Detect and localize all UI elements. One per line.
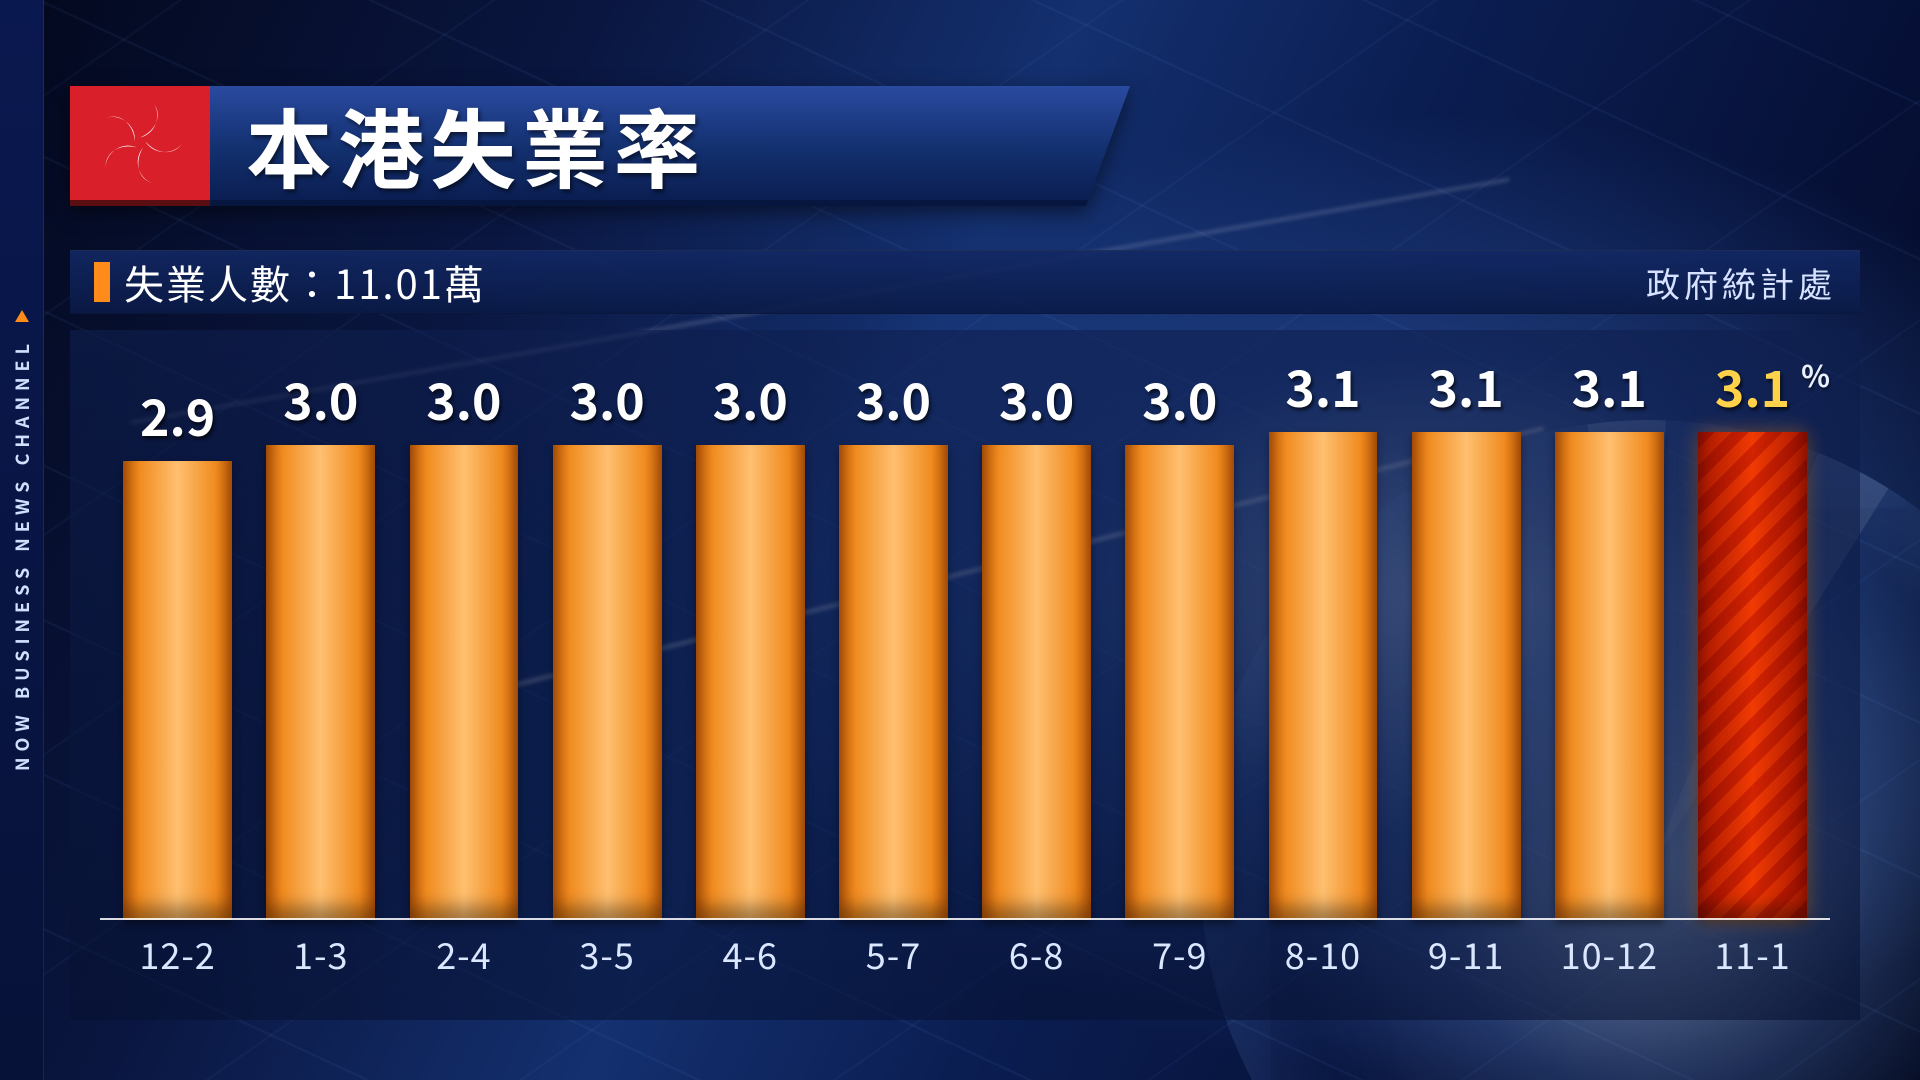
bar [839,445,948,920]
data-source-label: 政府統計處 [1646,258,1836,307]
bar-value-label: 3.1 [1429,350,1504,422]
x-axis-label: 12-2 [106,928,249,980]
channel-strip-label: NOW BUSINESS NEWS CHANNEL [9,338,35,771]
bar-value-label: 3.0 [856,363,931,435]
bar-column: 3.0 [679,350,822,920]
bar-column: 2.9 [106,350,249,920]
bar [266,445,375,920]
bar [1269,432,1378,920]
x-axis-label: 11-1 [1681,928,1824,980]
x-axis-label: 10-12 [1538,928,1681,980]
sub-header: 失業人數：11.01萬 政府統計處 [70,250,1860,314]
x-axis-label: 6-8 [965,928,1108,980]
title-bar: 本港失業率 [70,86,1130,206]
bar-value-label: 3.1 [1285,350,1360,422]
bar-column: 3.1 [1395,350,1538,920]
plot-area: % 2.93.03.03.03.03.03.03.03.13.13.13.1 [100,350,1830,920]
unemployed-count-label: 失業人數： [124,253,334,311]
bar-column: 3.1 [1251,350,1394,920]
x-axis-label: 7-9 [1108,928,1251,980]
x-axis-label: 3-5 [536,928,679,980]
channel-strip: NOW BUSINESS NEWS CHANNEL [0,0,44,1080]
subheader-left: 失業人數：11.01萬 [124,253,486,311]
unemployment-bar-chart: % 2.93.03.03.03.03.03.03.03.13.13.13.1 1… [70,330,1860,1020]
bar-value-label: 3.0 [713,363,788,435]
bar [696,445,805,920]
bar-column: 3.0 [249,350,392,920]
x-axis-label: 5-7 [822,928,965,980]
bar [1555,432,1664,920]
bar-column: 3.1 [1538,350,1681,920]
hk-flag-icon [70,86,210,206]
unemployed-count-value: 11.01萬 [334,253,486,311]
bar [553,445,662,920]
accent-chip [94,262,110,302]
bar [982,445,1091,920]
bar-value-label: 2.9 [140,379,215,451]
bar [1412,432,1521,920]
bar-highlight [1698,432,1807,920]
bar-column: 3.0 [822,350,965,920]
bar-value-label: 3.0 [426,363,501,435]
bars-container: 2.9 3.0 3.0 3.0 3.0 3.0 3.0 3.0 3.1 3.1 3.1 3.1 [100,350,1830,920]
bar-value-label: 3.1 [1715,350,1790,422]
bar-column: 3.0 [1108,350,1251,920]
x-axis-labels: 12-21-32-43-54-65-76-87-98-109-1110-1211… [100,928,1830,980]
bar-value-label: 3.1 [1572,350,1647,422]
bar [410,445,519,920]
bar [123,461,232,920]
bar-value-label: 3.0 [283,363,358,435]
x-axis-label: 9-11 [1395,928,1538,980]
x-axis-line [100,918,1830,920]
x-axis-label: 2-4 [392,928,535,980]
triangle-up-icon [15,310,29,322]
bar-value-label: 3.0 [569,363,644,435]
bar-column: 3.0 [965,350,1108,920]
page-title: 本港失業率 [246,81,706,206]
x-axis-label: 8-10 [1251,928,1394,980]
x-axis-label: 1-3 [249,928,392,980]
bar-value-label: 3.0 [999,363,1074,435]
bar [1125,445,1234,920]
bar-value-label: 3.0 [1142,363,1217,435]
bar-column: 3.0 [536,350,679,920]
x-axis-label: 4-6 [679,928,822,980]
bar-column: 3.1 [1681,350,1824,920]
bar-column: 3.0 [392,350,535,920]
